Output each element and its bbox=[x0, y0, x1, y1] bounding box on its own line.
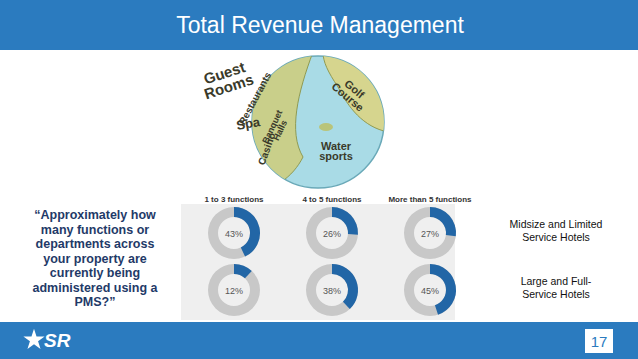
footer-bar bbox=[0, 322, 638, 359]
donut bbox=[404, 207, 456, 259]
question-line: currently being bbox=[50, 266, 140, 280]
title-bar bbox=[0, 0, 638, 50]
globe-label-group: GolfCourse bbox=[329, 72, 372, 114]
series-label: Midsize and LimitedService Hotels bbox=[510, 218, 603, 243]
data-label: 45% bbox=[421, 286, 439, 296]
globe: GuestRoomsRestaurantsSpaBanquetHallsCasi… bbox=[197, 52, 388, 192]
globe-label-line: Casino bbox=[256, 131, 278, 166]
globe-land bbox=[248, 52, 388, 192]
donut bbox=[306, 207, 358, 259]
series-label-line: Large and Full- bbox=[521, 275, 592, 287]
panel bbox=[181, 193, 455, 320]
data-label: 26% bbox=[323, 229, 341, 239]
globe-label-line: Spa bbox=[235, 114, 262, 133]
column-header: More than 5 functions bbox=[388, 195, 472, 204]
donut-track bbox=[404, 264, 456, 316]
question-line: PMS?” bbox=[75, 295, 116, 309]
donut bbox=[306, 264, 358, 316]
globe-label-line: sports bbox=[319, 150, 353, 162]
donut-marks bbox=[208, 207, 456, 316]
donut bbox=[208, 264, 260, 316]
data-label: 12% bbox=[225, 286, 243, 296]
globe-label: Spa bbox=[235, 114, 262, 133]
island bbox=[319, 123, 333, 131]
question-line: your property are bbox=[43, 252, 147, 266]
logo-star bbox=[23, 329, 44, 349]
donut-track bbox=[208, 264, 260, 316]
donut-track bbox=[306, 207, 358, 259]
donut-segment bbox=[234, 264, 252, 278]
data-label: 43% bbox=[225, 229, 243, 239]
globe-label: Watersports bbox=[319, 140, 353, 162]
donut bbox=[208, 207, 260, 259]
column-header: 4 to 5 functions bbox=[302, 195, 362, 204]
globe-label: GuestRooms bbox=[197, 57, 255, 102]
globe-label-group: Casino bbox=[256, 131, 278, 166]
page-box bbox=[585, 329, 613, 353]
data-label: 27% bbox=[421, 229, 439, 239]
globe-label-group: GuestRooms bbox=[197, 57, 255, 102]
globe-label: Casino bbox=[256, 131, 278, 166]
globe-label-line: Course bbox=[329, 80, 366, 114]
data-label: 38% bbox=[323, 286, 341, 296]
title: Total Revenue Management bbox=[176, 12, 464, 38]
series-label-line: Midsize and Limited bbox=[510, 218, 603, 230]
donut-track bbox=[306, 264, 358, 316]
question-line: “Approximately how bbox=[34, 208, 156, 222]
globe-label-group: Watersports bbox=[319, 140, 353, 162]
question-line: departments across bbox=[36, 237, 155, 251]
donut-track bbox=[404, 207, 456, 259]
question-line: administered using a bbox=[32, 281, 158, 295]
question-line: many functions or bbox=[41, 223, 149, 237]
land-right bbox=[323, 52, 388, 132]
series-label: Large and Full-Service Hotels bbox=[521, 275, 592, 300]
logo: SR bbox=[44, 330, 71, 351]
donut-labels: 43% 26% 27% 12% 38% 45% bbox=[225, 229, 439, 296]
globe-label-group: Spa bbox=[235, 114, 262, 133]
series-label-line: Service Hotels bbox=[522, 288, 590, 300]
slide: Total Revenue Management GuestRoomsRestau… bbox=[0, 0, 638, 359]
question: “Approximately howmany functions ordepar… bbox=[32, 208, 158, 309]
donut-track bbox=[208, 207, 260, 259]
donut bbox=[404, 264, 456, 316]
page-number: 17 bbox=[591, 333, 608, 350]
globe-label: GolfCourse bbox=[329, 72, 372, 114]
column-header: 1 to 3 functions bbox=[204, 195, 264, 204]
globe-label-line: Rooms bbox=[202, 70, 256, 102]
series-label-line: Service Hotels bbox=[522, 231, 590, 243]
